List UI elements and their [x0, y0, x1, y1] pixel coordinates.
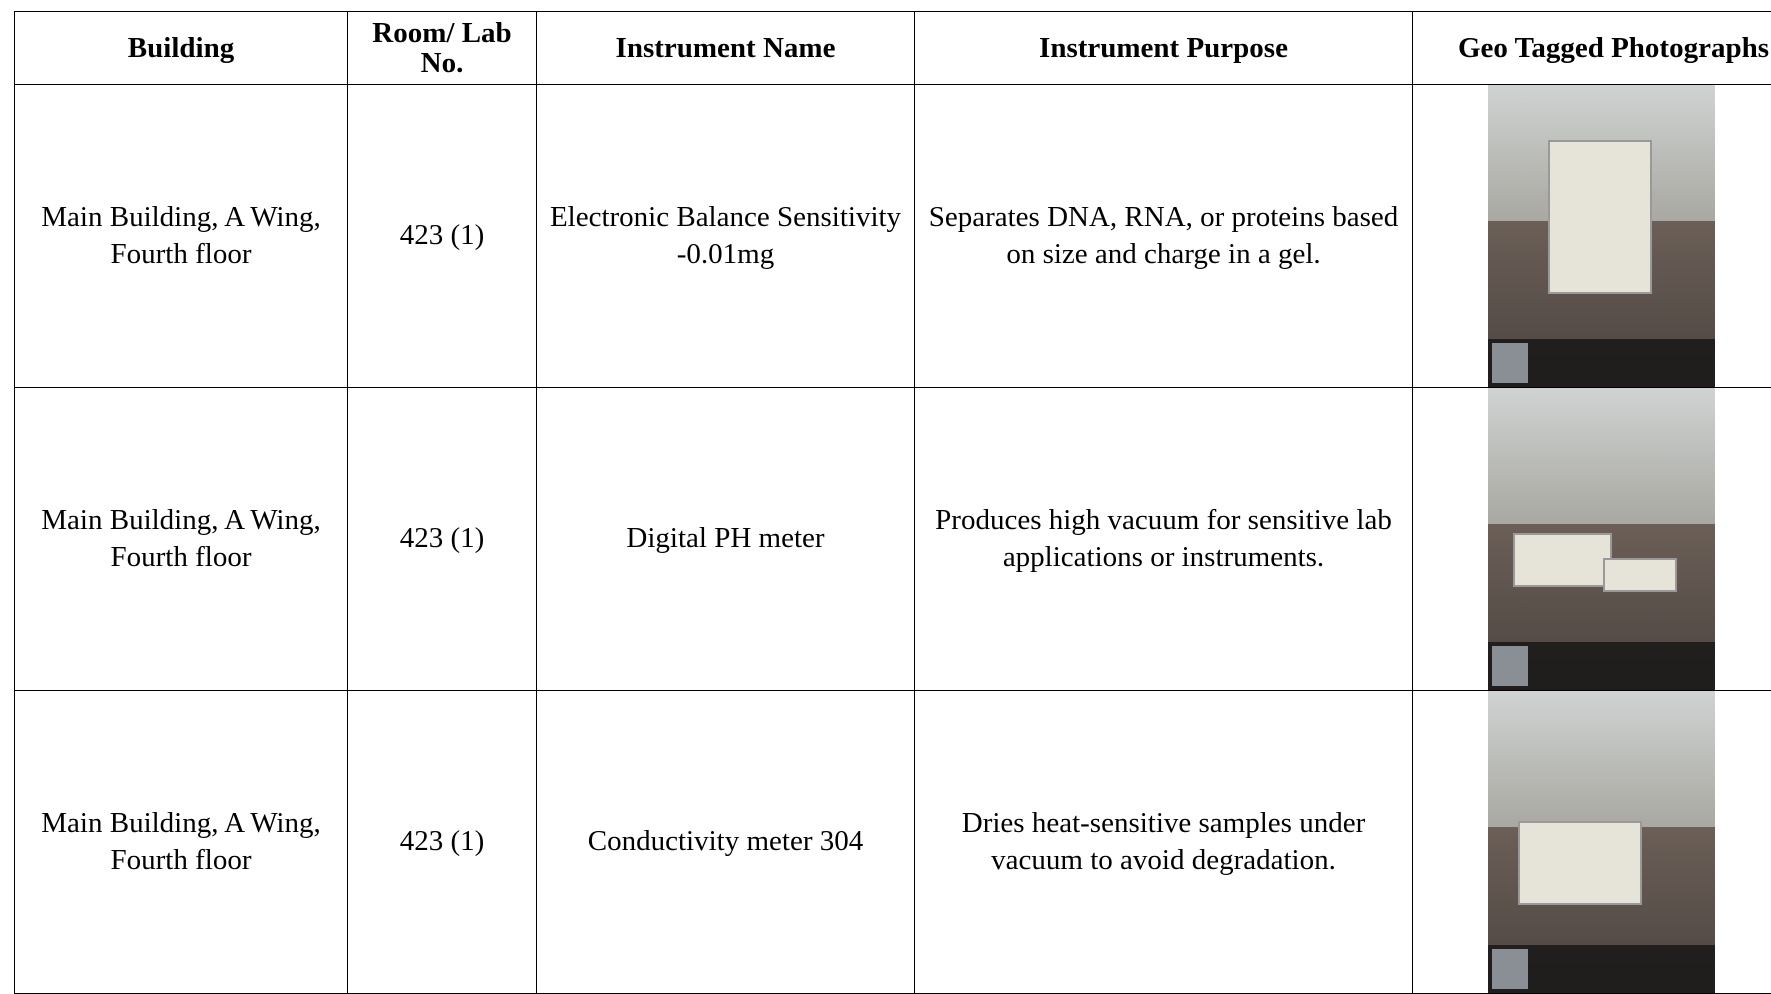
table-cell: Conductivity meter 304	[537, 691, 915, 994]
table-cell: 423 (1)	[348, 691, 537, 994]
photo-cell	[1413, 691, 1771, 994]
geo-photo	[1488, 691, 1715, 993]
instrument-image	[1513, 533, 1612, 587]
map-thumbnail	[1492, 646, 1528, 686]
instrument-image	[1603, 558, 1677, 592]
table-cell: 423 (1)	[348, 388, 537, 691]
geo-photo	[1488, 388, 1715, 690]
table-cell: Main Building, A Wing, Fourth floor	[15, 691, 348, 994]
column-header: Building	[15, 12, 348, 85]
column-header: Instrument Purpose	[915, 12, 1413, 85]
wall	[1488, 691, 1715, 827]
photo-cell	[1413, 388, 1771, 691]
table-cell: Main Building, A Wing, Fourth floor	[15, 388, 348, 691]
map-thumbnail	[1492, 949, 1528, 989]
table-cell: Electronic Balance Sensitivity -0.01mg	[537, 85, 915, 388]
map-thumbnail	[1492, 343, 1528, 383]
column-header: Room/ Lab No.	[348, 12, 537, 85]
table-cell: 423 (1)	[348, 85, 537, 388]
column-header: Geo Tagged Photographs	[1413, 12, 1771, 85]
instrument-image	[1548, 140, 1652, 294]
table-cell: Dries heat-sensitive samples under vacuu…	[915, 691, 1413, 994]
photo-cell	[1413, 85, 1771, 388]
table-cell: Digital PH meter	[537, 388, 915, 691]
table-cell: Separates DNA, RNA, or proteins based on…	[915, 85, 1413, 388]
geo-photo	[1488, 85, 1715, 387]
wall	[1488, 388, 1715, 524]
table-cell: Produces high vacuum for sensitive lab a…	[915, 388, 1413, 691]
table-cell: Main Building, A Wing, Fourth floor	[15, 85, 348, 388]
instrument-image	[1518, 821, 1642, 905]
column-header: Instrument Name	[537, 12, 915, 85]
